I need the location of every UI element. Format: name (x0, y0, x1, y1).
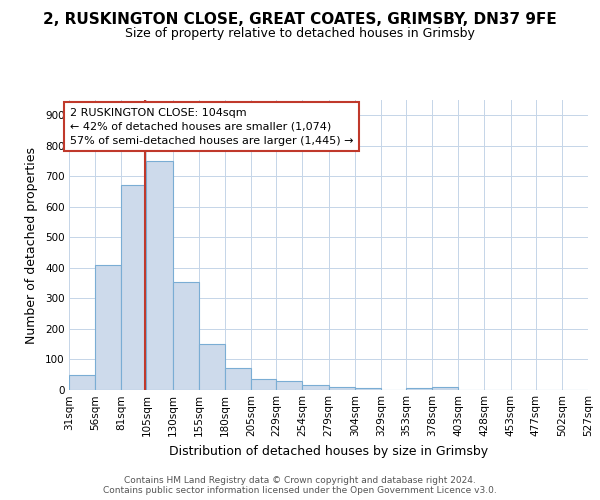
Bar (251, 378, 276, 390)
Y-axis label: Number of detached properties: Number of detached properties (25, 146, 38, 344)
Bar (355, 388, 381, 390)
Bar (225, 368, 251, 390)
Bar (199, 344, 225, 390)
Bar (432, 387, 458, 390)
Bar (173, 282, 199, 390)
Bar (69, 374, 95, 390)
Text: 2 RUSKINGTON CLOSE: 104sqm
← 42% of detached houses are smaller (1,074)
57% of s: 2 RUSKINGTON CLOSE: 104sqm ← 42% of deta… (70, 108, 353, 146)
Text: Contains HM Land Registry data © Crown copyright and database right 2024.
Contai: Contains HM Land Registry data © Crown c… (103, 476, 497, 495)
Bar (329, 387, 355, 390)
Text: Size of property relative to detached houses in Grimsby: Size of property relative to detached ho… (125, 28, 475, 40)
Bar (146, 161, 173, 390)
Text: 2, RUSKINGTON CLOSE, GREAT COATES, GRIMSBY, DN37 9FE: 2, RUSKINGTON CLOSE, GREAT COATES, GRIMS… (43, 12, 557, 28)
Bar (121, 186, 146, 390)
Bar (276, 381, 302, 390)
Bar (302, 384, 329, 390)
X-axis label: Distribution of detached houses by size in Grimsby: Distribution of detached houses by size … (169, 444, 488, 458)
Bar (95, 265, 121, 390)
Bar (406, 388, 432, 390)
